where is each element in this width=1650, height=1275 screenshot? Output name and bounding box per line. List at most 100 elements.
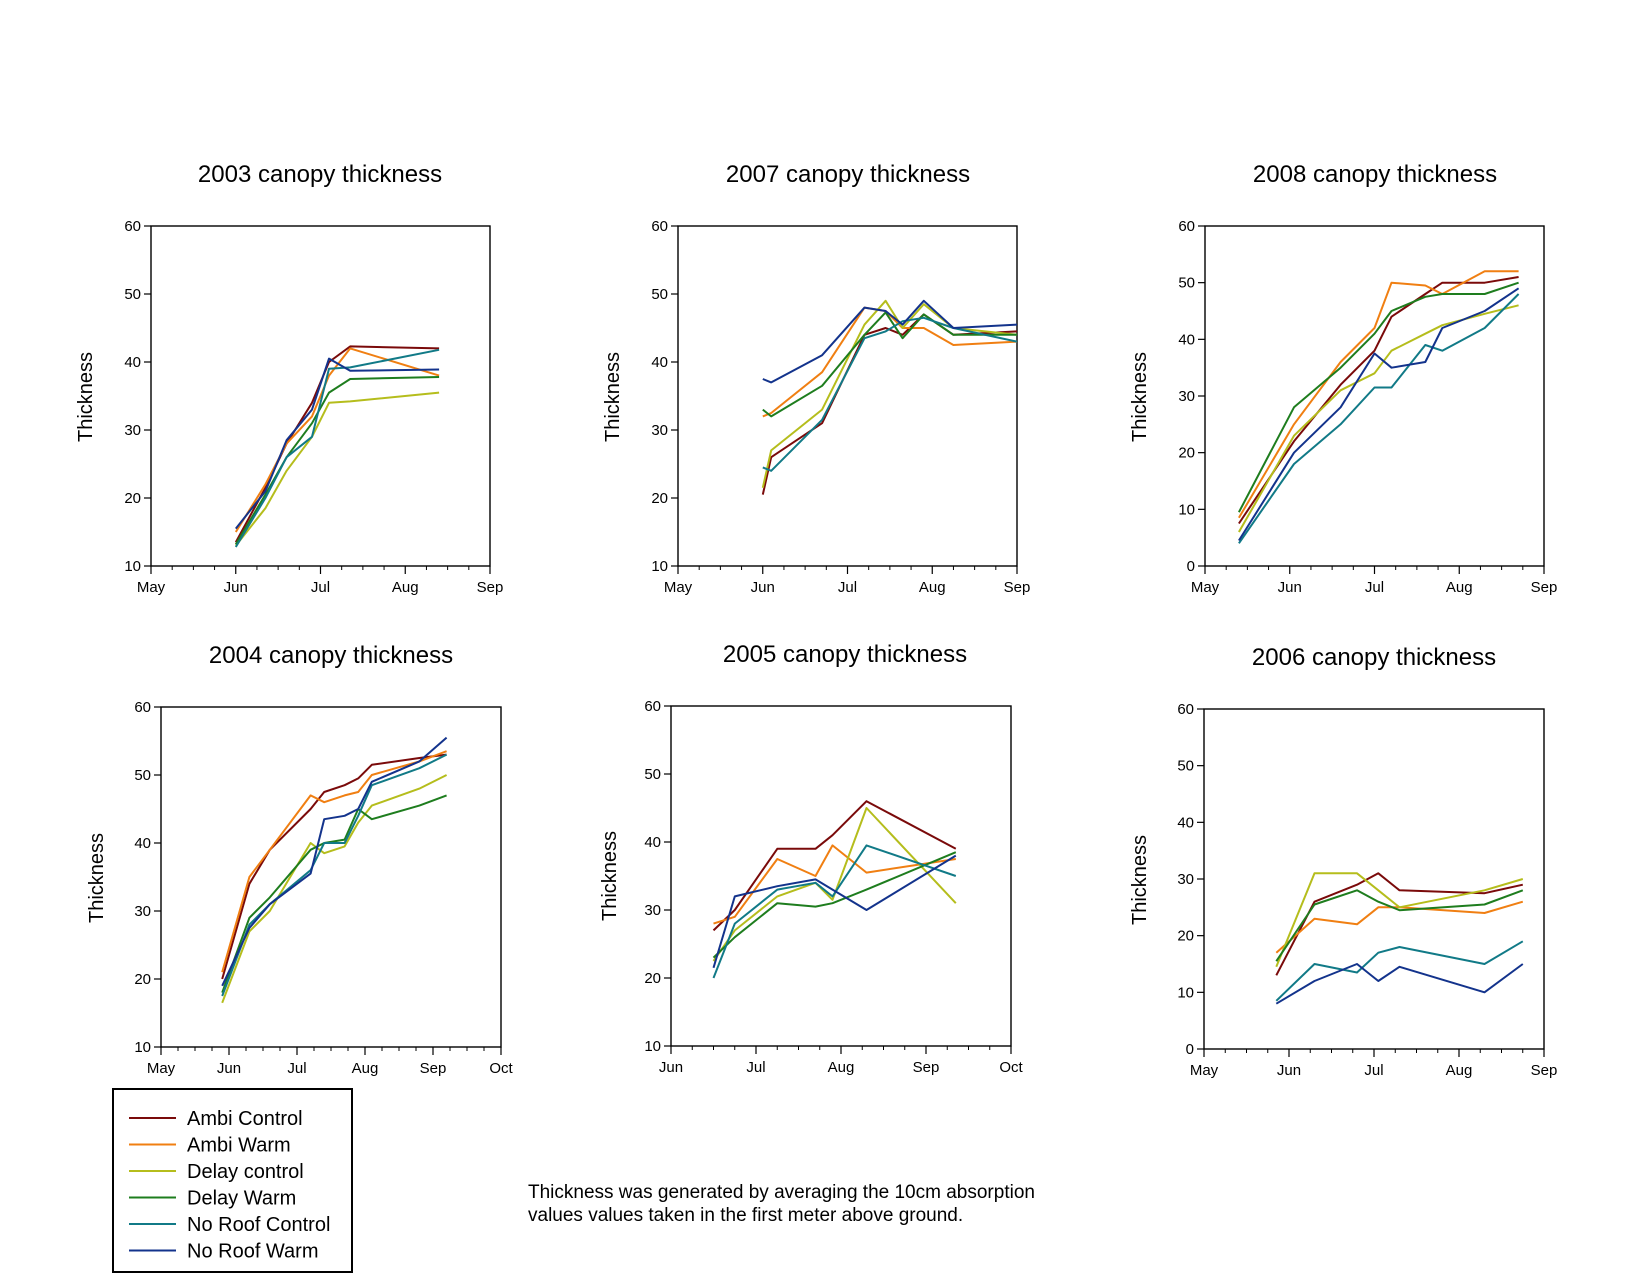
series-line-no-roof-warm <box>1275 963 1524 1005</box>
series-line-delay-control <box>1275 872 1524 968</box>
x-tick-label: Sep <box>420 1060 447 1077</box>
panel-title: 2007 canopy thickness <box>726 161 970 188</box>
legend-label: Delay Warm <box>187 1188 296 1210</box>
y-tick-label: 10 <box>644 1038 661 1055</box>
series-line-delay-warm <box>762 311 1017 418</box>
series-line-ambi-control <box>712 800 957 932</box>
x-tick-label: Oct <box>999 1059 1023 1076</box>
legend-label: No Roof Control <box>187 1214 330 1236</box>
series-line-no-roof-control <box>1275 940 1524 1002</box>
x-tick-label: Sep <box>913 1059 940 1076</box>
series-line-no-roof-warm <box>221 736 448 987</box>
x-tick-label: May <box>1191 579 1220 596</box>
y-tick-label: 30 <box>651 422 668 439</box>
panel-title: 2004 canopy thickness <box>209 642 453 669</box>
legend-label: Delay control <box>187 1161 304 1183</box>
y-axis-label: Thickness <box>599 831 621 921</box>
legend-entry: No Roof Control <box>129 1214 330 1236</box>
y-tick-label: 40 <box>651 354 668 371</box>
y-axis-label: Thickness <box>75 352 97 442</box>
series-line-no-roof-control <box>221 753 448 997</box>
y-tick-label: 50 <box>124 286 141 303</box>
y-tick-label: 50 <box>1178 275 1195 292</box>
y-tick-label: 40 <box>644 834 661 851</box>
series-line-ambi-control <box>221 753 447 980</box>
x-tick-label: May <box>147 1060 176 1077</box>
plot-area-2004: 10 20 30 40 50 60 May Jun Jul Aug Sep Oct <box>134 699 513 1077</box>
legend-entry: Ambi Warm <box>129 1135 291 1157</box>
x-tick-label: Jun <box>1278 579 1302 596</box>
y-tick-label: 10 <box>1178 501 1195 518</box>
y-tick-label: 60 <box>644 698 661 715</box>
panel-2005: 2005 canopy thickness Thickness 10 20 30 40… <box>599 641 1023 1076</box>
x-tick-label: Jul <box>746 1059 765 1076</box>
legend-label: Ambi Control <box>187 1108 303 1130</box>
series-line-no-roof-control <box>712 844 957 979</box>
series-line-no-roof-control <box>762 316 1018 472</box>
series-line-ambi-warm <box>234 347 440 533</box>
x-tick-label: Jun <box>1277 1062 1301 1079</box>
y-tick-label: 10 <box>1177 984 1194 1001</box>
plot-frame <box>1203 708 1545 1050</box>
x-tick-label: Jul <box>838 579 857 596</box>
plot-area-2008: 0 10 20 30 40 50 60 May Jun Jul Aug Sep <box>1178 218 1557 596</box>
y-tick-label: 20 <box>651 490 668 507</box>
series-line-no-roof-warm <box>762 299 1018 384</box>
y-tick-label: 30 <box>1177 871 1194 888</box>
series-line-no-roof-warm <box>712 854 957 969</box>
series-line-no-roof-warm <box>235 357 440 530</box>
series-line-delay-warm <box>712 851 957 959</box>
x-tick-label: Jul <box>311 579 330 596</box>
note-line-1: Thickness was generated by averaging the… <box>528 1182 1035 1203</box>
x-tick-label: May <box>1190 1062 1219 1079</box>
y-tick-label: 60 <box>1177 701 1194 718</box>
x-tick-label: Aug <box>1446 1062 1473 1079</box>
y-tick-label: 60 <box>134 699 151 716</box>
y-tick-label: 0 <box>1187 558 1195 575</box>
series-line-ambi-control <box>234 345 440 543</box>
x-tick-label: Jun <box>659 1059 683 1076</box>
x-tick-label: Jul <box>1364 1062 1383 1079</box>
series-line-ambi-warm <box>762 306 1018 418</box>
x-tick-label: Jun <box>751 579 775 596</box>
y-tick-label: 40 <box>1177 814 1194 831</box>
y-axis-label: Thickness <box>86 833 108 923</box>
y-tick-label: 40 <box>134 835 151 852</box>
y-tick-label: 30 <box>644 902 661 919</box>
series-line-no-roof-control <box>1238 293 1520 544</box>
panel-title: 2006 canopy thickness <box>1252 644 1496 671</box>
y-tick-label: 50 <box>644 766 661 783</box>
panel-title: 2003 canopy thickness <box>198 161 442 188</box>
x-tick-label: Jun <box>224 579 248 596</box>
note: Thickness was generated by averaging the… <box>528 1182 1035 1226</box>
plot-area-2006: 0 10 20 30 40 50 60 May Jun Jul Aug Sep <box>1177 701 1557 1079</box>
x-tick-label: Sep <box>1531 579 1558 596</box>
legend-box <box>112 1088 353 1273</box>
panel-2004: 2004 canopy thickness Thickness 10 20 30 40… <box>86 642 513 1077</box>
series-line-delay-warm <box>221 794 447 993</box>
y-tick-label: 30 <box>134 903 151 920</box>
legend-entry: Delay Warm <box>129 1188 296 1210</box>
y-tick-label: 30 <box>124 422 141 439</box>
y-tick-label: 50 <box>134 767 151 784</box>
x-tick-label: Aug <box>392 579 419 596</box>
y-tick-label: 60 <box>1178 218 1195 235</box>
series-line-ambi-warm <box>713 844 956 925</box>
series-line-ambi-control <box>1238 276 1519 525</box>
x-tick-label: May <box>137 579 166 596</box>
legend-entry: No Roof Warm <box>129 1241 319 1263</box>
x-tick-label: Aug <box>919 579 946 596</box>
panel-title: 2008 canopy thickness <box>1253 161 1497 188</box>
x-tick-label: Jul <box>1365 579 1384 596</box>
y-tick-label: 0 <box>1186 1041 1194 1058</box>
series-line-ambi-control <box>761 313 1018 495</box>
series-line-no-roof-control <box>234 348 440 548</box>
panel-title: 2005 canopy thickness <box>723 641 967 668</box>
plot-area-2007: 10 20 30 40 50 60 May Jun Jul Aug Sep <box>651 218 1030 596</box>
panel-2006: 2006 canopy thickness Thickness 0 10 20 30 4… <box>1129 644 1557 1079</box>
x-tick-label: Jul <box>287 1060 306 1077</box>
series-line-delay-warm <box>234 376 440 545</box>
series-line-ambi-control <box>1275 872 1524 976</box>
y-axis-label: Thickness <box>602 352 624 442</box>
